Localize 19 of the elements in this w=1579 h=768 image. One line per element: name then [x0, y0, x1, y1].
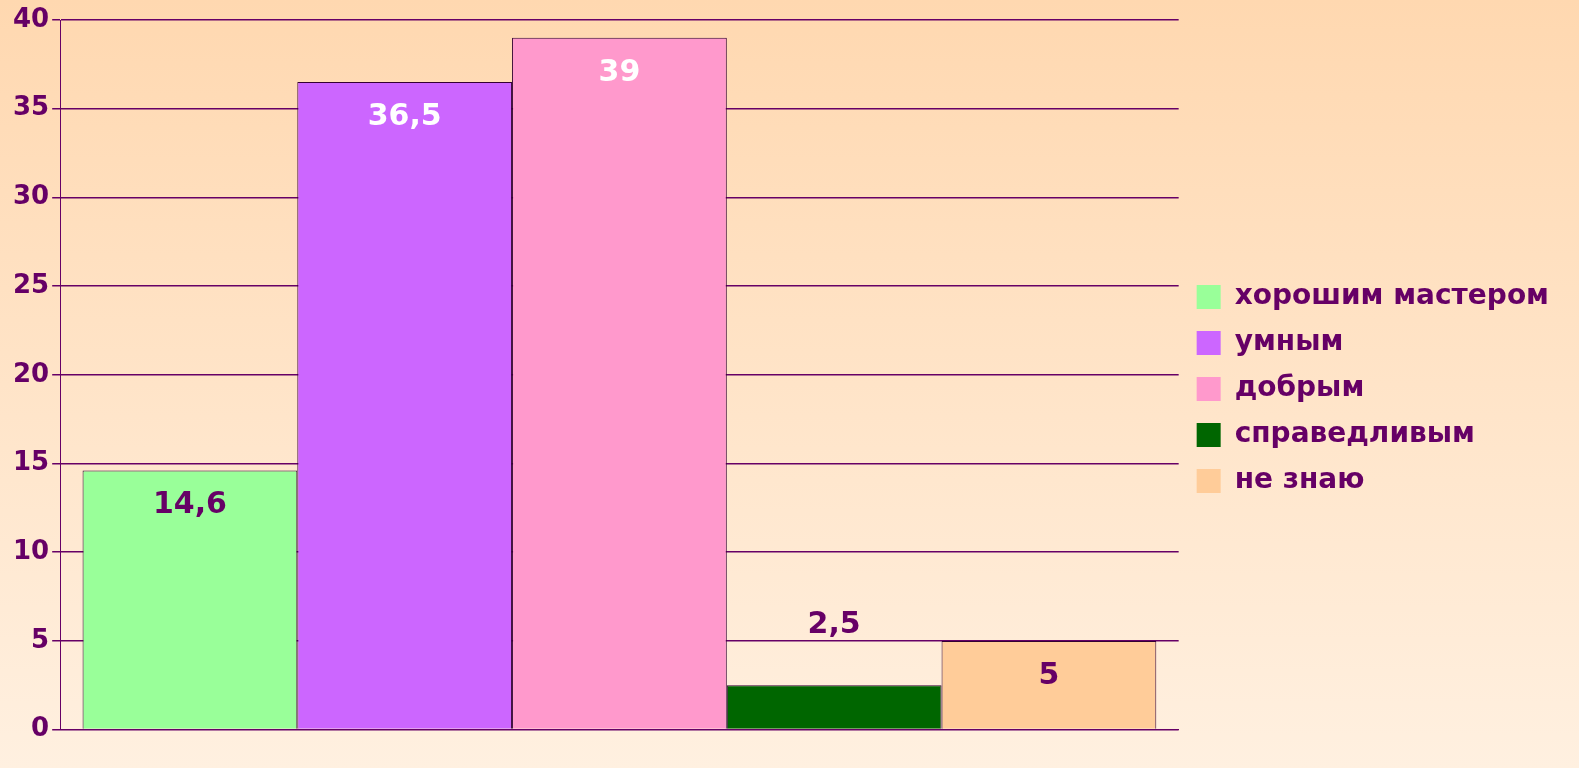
- legend-label: справедливым: [1234, 416, 1475, 450]
- y-tick-label: 0: [31, 712, 50, 743]
- legend-label: хорошим мастером: [1234, 278, 1550, 312]
- y-tick-label: 40: [12, 2, 50, 33]
- y-tick-label: 15: [12, 446, 50, 477]
- y-tick-label: 25: [12, 268, 50, 299]
- legend-label: не знаю: [1234, 462, 1365, 496]
- data-label: 39: [598, 52, 641, 88]
- data-label: 5: [1038, 655, 1060, 691]
- legend-label: добрым: [1234, 370, 1365, 404]
- y-tick-label: 10: [12, 534, 50, 565]
- data-label: 14,6: [152, 485, 227, 521]
- data-label: 36,5: [367, 96, 442, 132]
- y-tick-label: 5: [31, 623, 50, 654]
- data-label: 2,5: [807, 605, 861, 641]
- legend-label: умным: [1234, 324, 1344, 358]
- y-tick-label: 30: [12, 180, 50, 211]
- y-tick-label: 35: [12, 91, 50, 122]
- y-tick-label: 20: [12, 357, 50, 388]
